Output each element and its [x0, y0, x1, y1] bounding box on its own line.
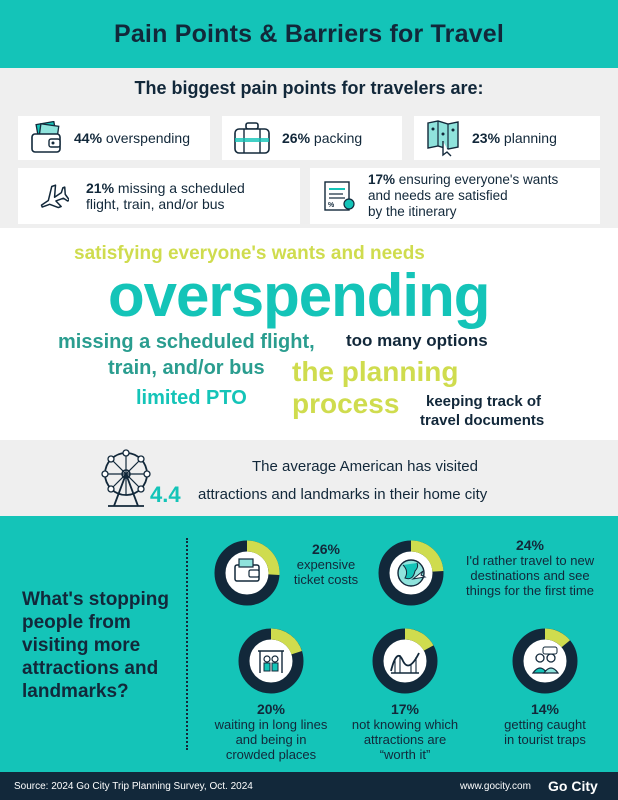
pain-point-packing: 26% packing	[222, 116, 402, 160]
website-link[interactable]: www.gocity.com	[460, 781, 531, 792]
itinerary-icon: %	[310, 178, 368, 214]
word-cloud-term: satisfying everyone's wants and needs	[74, 243, 425, 264]
word-cloud-term: missing a scheduled flight,	[58, 331, 315, 353]
donut-chart-long-lines	[236, 626, 306, 696]
pain-point-label: 23% planning	[472, 130, 557, 146]
stat-worth-it: 17% not knowing which attractions are “wor…	[351, 701, 459, 763]
word-cloud-term: process	[292, 388, 400, 419]
ferris-wheel-icon	[98, 448, 154, 513]
donut-chart-ticket-costs	[212, 538, 282, 608]
pain-points-section: The biggest pain points for travelers ar…	[0, 68, 618, 228]
roller-coaster-icon	[390, 652, 420, 674]
stat-long-lines: 20% waiting in long lines and being in cro…	[214, 701, 328, 763]
pain-point-label: 17% ensuring everyone's wants and needs a…	[368, 172, 559, 219]
average-number: 4.4	[150, 482, 181, 507]
average-line-2: attractions and landmarks in their home …	[198, 486, 488, 503]
stat-new-destinations: 24% I'd rather travel to new destinations…	[465, 537, 595, 599]
word-cloud-term: limited PTO	[136, 387, 247, 409]
word-cloud-term: train, and/or bus	[108, 357, 265, 379]
donut-slice	[246, 540, 280, 576]
header-banner: Pain Points & Barriers for Travel	[0, 0, 618, 68]
pain-points-title: The biggest pain points for travelers ar…	[134, 78, 484, 98]
tourists-icon	[531, 646, 560, 674]
pain-point-itinerary: % 17% ensuring everyone's wants and needs…	[310, 168, 600, 224]
suitcase-icon	[222, 121, 282, 155]
stat-tourist-traps: 14% getting caught in tourist traps	[504, 701, 586, 748]
word-cloud-term: the planning	[292, 356, 459, 387]
word-cloud-term: keeping track of	[426, 393, 542, 410]
word-cloud: satisfying everyone's wants and needs ov…	[0, 228, 618, 440]
pain-point-planning: 23% planning	[414, 116, 600, 160]
stat-ticket-costs: 26% expensive ticket costs	[293, 541, 359, 588]
page-title: Pain Points & Barriers for Travel	[113, 19, 505, 48]
donut-chart-new-destinations	[376, 538, 446, 608]
donut-slice	[544, 628, 571, 648]
airplane-icon	[18, 179, 86, 213]
pain-point-missing-transport: 21% missing a scheduled flight, train, an…	[18, 168, 300, 224]
word-cloud-term: travel documents	[420, 412, 545, 429]
word-cloud-term: too many options	[346, 331, 488, 350]
go-city-logo: Go City	[548, 778, 598, 794]
pain-point-overspending: 44% overspending	[18, 116, 210, 160]
footer: Source: 2024 Go City Trip Planning Surve…	[0, 772, 618, 800]
source-text: Source: 2024 Go City Trip Planning Surve…	[14, 781, 253, 792]
globe-icon	[397, 559, 427, 587]
donut-chart-tourist-traps	[510, 626, 580, 696]
average-attractions-section: The average American has visited 4.4 att…	[0, 440, 618, 516]
queue-icon	[258, 650, 284, 673]
barriers-section: What's stopping people from visiting mor…	[0, 516, 618, 772]
pain-point-label: 44% overspending	[74, 130, 190, 146]
donut-slice	[404, 628, 434, 651]
map-icon	[414, 119, 472, 157]
word-cloud-term: overspending	[108, 262, 490, 329]
donut-slice	[270, 628, 302, 655]
dotted-divider	[186, 538, 188, 750]
pain-point-label: 26% packing	[282, 130, 363, 146]
average-line-1: The average American has visited	[252, 458, 478, 475]
donut-slice	[410, 540, 444, 573]
donut-chart-worth-it	[370, 626, 440, 696]
svg-text:%: %	[328, 202, 335, 209]
pain-point-label: 21% missing a scheduled flight, train, an…	[86, 180, 245, 212]
wallet-icon	[18, 121, 74, 155]
wallet-icon	[234, 558, 260, 582]
barriers-question: What's stopping people from visiting mor…	[22, 589, 169, 702]
